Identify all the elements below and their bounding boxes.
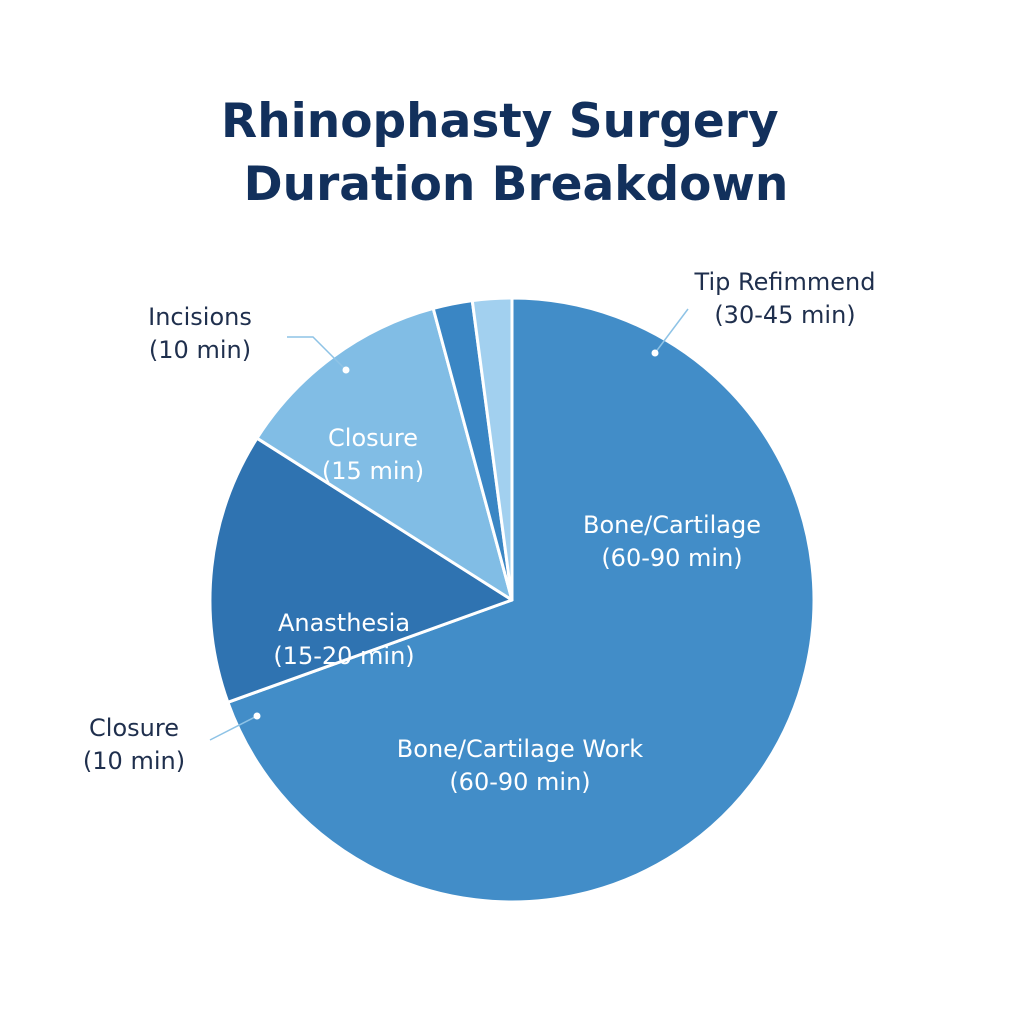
label-closure-outer: Closure (10 min): [83, 714, 185, 775]
chart-title-line-1: Rhinophasty Surgery: [221, 94, 779, 149]
label-anesthesia: Anasthesia (15-20 min): [273, 609, 414, 670]
leader-dot-closure-outer: [253, 712, 261, 720]
label-bone-work-line-1: Bone/Cartilage Work: [397, 735, 644, 763]
leader-lines: [209, 308, 689, 741]
label-closure-inner-line-1: Closure: [328, 424, 418, 452]
label-bone-cartilage-line-2: (60-90 min): [601, 544, 742, 572]
pie-slice-bone-work: [226, 296, 816, 904]
leader-line-incisions: [287, 336, 347, 371]
label-tip-refinement: Tip Refimmend (30-45 min): [694, 268, 876, 329]
label-bone-work: Bone/Cartilage Work (60-90 min): [397, 735, 644, 796]
leader-line-closure-outer: [209, 715, 258, 741]
slice-labels: Bone/Cartilage Work (60-90 min) Anasthesia…: [83, 268, 876, 796]
leader-dot-tip-refinement: [651, 349, 659, 357]
label-bone-work-line-2: (60-90 min): [449, 768, 590, 796]
label-anesthesia-line-2: (15-20 min): [273, 642, 414, 670]
label-closure-inner-line-2: (15 min): [322, 457, 424, 485]
label-tip-refinement-line-2: (30-45 min): [714, 301, 855, 329]
label-bone-cartilage: Bone/Cartilage (60-90 min): [583, 511, 761, 572]
chart-title-line-2: Duration Breakdown: [244, 157, 789, 212]
label-closure-outer-line-2: (10 min): [83, 747, 185, 775]
label-incisions-line-1: Incisions: [148, 303, 252, 331]
label-incisions: Incisions (10 min): [148, 303, 252, 364]
label-tip-refinement-line-1: Tip Refimmend: [694, 268, 876, 296]
label-incisions-line-2: (10 min): [149, 336, 251, 364]
leader-line-tip-refinement: [654, 308, 689, 354]
pie-slices: [208, 296, 816, 904]
leader-dot-incisions: [342, 366, 350, 374]
label-bone-cartilage-line-1: Bone/Cartilage: [583, 511, 761, 539]
label-closure-outer-line-1: Closure: [89, 714, 179, 742]
label-closure-inner: Closure (15 min): [322, 424, 424, 485]
pie-slice-sliver-light: [470, 296, 514, 602]
label-anesthesia-line-1: Anasthesia: [278, 609, 410, 637]
pie-slice-anesthesia: [208, 436, 514, 704]
chart-title: Rhinophasty Surgery Duration Breakdown: [221, 94, 795, 212]
